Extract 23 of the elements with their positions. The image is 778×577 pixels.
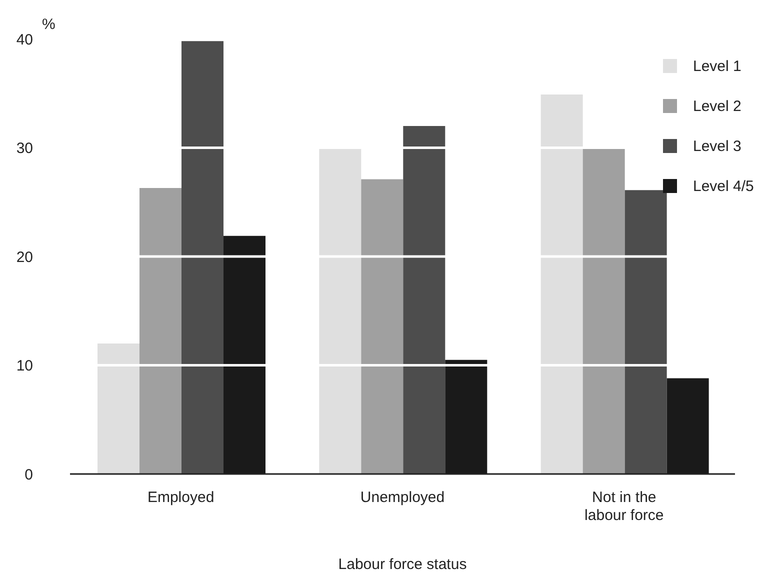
bar <box>181 41 224 474</box>
bar <box>624 190 667 474</box>
bar <box>582 148 625 474</box>
legend-label: Level 1 <box>693 58 742 74</box>
legend-label: Level 4/5 <box>693 178 754 194</box>
y-tick-label: 30 <box>16 140 33 158</box>
x-tick-label: Not in the labour force <box>584 489 664 524</box>
legend-label: Level 2 <box>693 98 742 114</box>
legend-label: Level 3 <box>693 138 742 154</box>
x-axis-title: Labour force status <box>337 556 468 573</box>
x-tick-label: Unemployed <box>360 489 445 506</box>
y-tick-label: 10 <box>16 358 33 375</box>
bar <box>540 94 583 474</box>
bar <box>139 188 182 474</box>
y-tick-label: 40 <box>16 31 33 48</box>
y-tick-label: 20 <box>16 248 33 266</box>
y-tick-label: 0 <box>24 466 33 484</box>
bar <box>361 179 404 474</box>
x-tick-label: Employed <box>147 489 214 506</box>
bar <box>97 344 140 474</box>
y-axis-title: % <box>42 16 56 33</box>
bar <box>319 148 362 474</box>
bar <box>403 126 446 474</box>
